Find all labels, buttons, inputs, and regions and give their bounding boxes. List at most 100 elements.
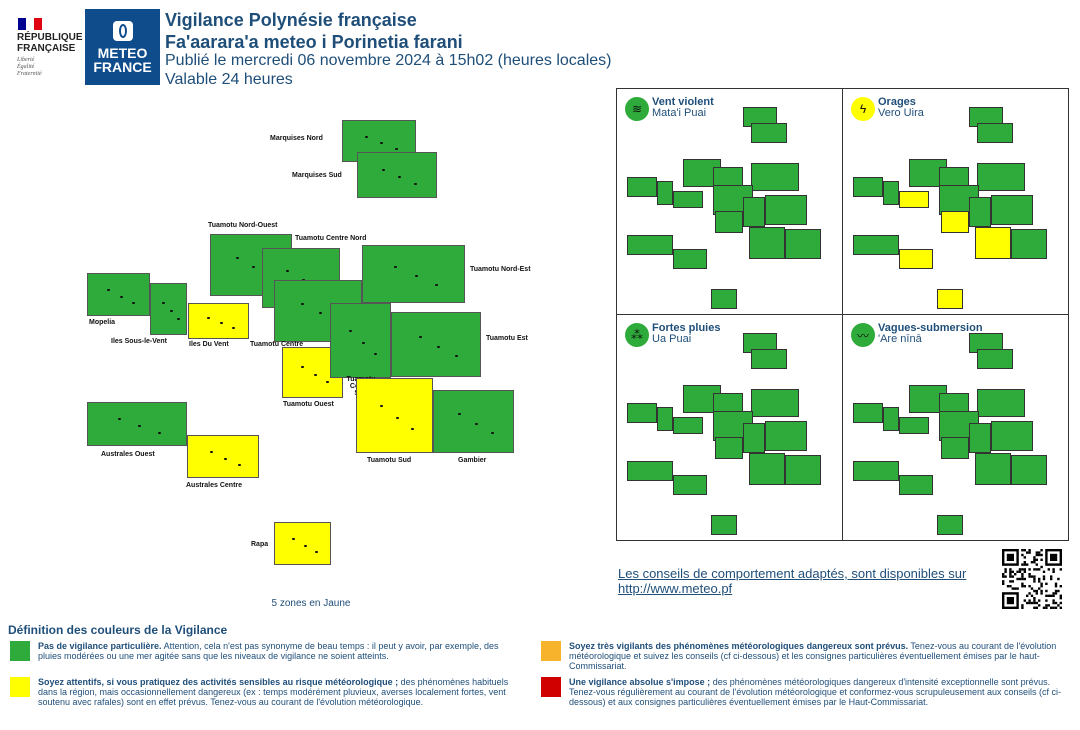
lightning-icon: ϟ <box>851 97 875 121</box>
mini-zone-australes-centre <box>673 249 707 269</box>
mini-zone-tuamotu-ouest <box>715 211 743 233</box>
panel-orages[interactable]: ϟ Orages Vero Uira <box>843 89 1069 315</box>
mini-zone-tuamotu-nord-est <box>751 389 799 417</box>
island-icon <box>209 451 213 454</box>
zone-label-tuamotu-ouest: Tuamotu Ouest <box>283 401 334 408</box>
mini-zone-tuamotu-centre-sud <box>743 197 765 227</box>
zone-iles-du-vent[interactable] <box>188 303 249 339</box>
mini-zone-rapa <box>711 515 737 535</box>
island-icon <box>373 352 377 355</box>
vigilance-map: Marquises Nord Marquises Sud Tuamotu Nord-… <box>0 0 600 620</box>
zone-tuamotu-centre-sud[interactable] <box>330 303 391 378</box>
mini-zone-marquises-sud <box>977 349 1013 369</box>
island-icon <box>176 317 180 320</box>
island-icon <box>169 310 173 312</box>
island-icon <box>235 256 239 259</box>
island-icon <box>394 148 398 151</box>
island-icon <box>162 302 166 305</box>
legend-heading: Pas de vigilance particulière. <box>38 641 162 651</box>
mini-zone-tuamotu-sud <box>975 227 1011 259</box>
panel-subtitle: Mata'i Puai <box>652 107 707 119</box>
island-icon <box>118 418 121 421</box>
mini-zone-tuamotu-est <box>991 195 1033 225</box>
island-icon <box>303 544 307 547</box>
island-icon <box>380 142 383 144</box>
island-icon <box>414 275 418 277</box>
mini-zone-gambier <box>785 229 821 259</box>
zone-label-tuamotu-centre: Tuamotu Centre <box>250 341 304 348</box>
panel-pluies[interactable]: ⁂ Fortes pluies Ua Puai <box>617 315 843 541</box>
zone-australes-ouest[interactable] <box>87 402 187 446</box>
mini-zone-iles-du-vent <box>673 191 703 208</box>
zone-label-tuamotu-nord-est: Tuamotu Nord-Est <box>470 266 531 273</box>
island-icon <box>325 381 329 384</box>
panel-title: Fortes pluies <box>652 322 721 334</box>
zone-label-australes-ouest: Australes Ouest <box>101 451 155 458</box>
island-icon <box>292 538 296 541</box>
island-icon <box>410 427 414 430</box>
island-icon <box>207 316 211 319</box>
zones-summary: 5 zones en Jaune <box>271 598 351 609</box>
zone-label-mopelia: Mopelia <box>89 319 116 326</box>
mf-name-1: METEO <box>97 45 148 61</box>
island-icon <box>314 550 318 553</box>
legend-red: Une vigilance absolue s'impose ; des phé… <box>541 677 1066 707</box>
panel-vagues[interactable]: 〰 Vagues-submersion 'Are nīnā <box>843 315 1069 541</box>
mini-zone-tuamotu-nord-est <box>977 163 1025 191</box>
qr-code-icon[interactable] <box>1002 549 1062 609</box>
island-icon <box>398 176 401 178</box>
mini-zone-marquises-sud <box>977 123 1013 143</box>
mini-zone-tuamotu-sud <box>749 227 785 259</box>
legend-heading: Soyez attentifs, si vous pratiquez des a… <box>38 677 399 687</box>
island-icon <box>474 422 478 425</box>
zone-rapa[interactable] <box>274 522 331 565</box>
island-icon <box>437 345 440 348</box>
mini-zone-australes-centre <box>899 249 933 269</box>
island-icon <box>395 416 399 419</box>
zone-label-tuamotu-centre-nord: Tuamotu Centre Nord <box>295 235 367 242</box>
legend-swatch-red <box>541 677 561 697</box>
zone-iles-sous-le-vent[interactable] <box>150 283 187 335</box>
legend-yellow: Soyez attentifs, si vous pratiquez des a… <box>10 677 520 707</box>
island-icon <box>419 335 422 338</box>
rf-motto: Liberté Égalité Fraternité <box>17 57 42 77</box>
zone-tuamotu-nord-est[interactable] <box>362 245 465 303</box>
zone-tuamotu-sud[interactable] <box>356 378 433 453</box>
zone-tuamotu-est[interactable] <box>391 312 481 377</box>
zone-marquises-sud[interactable] <box>357 152 437 198</box>
mini-zone-mopelia <box>853 403 883 423</box>
island-icon <box>380 405 384 408</box>
rf-name: RÉPUBLIQUE FRANÇAISE <box>17 32 83 54</box>
mini-zone-tuamotu-est <box>765 195 807 225</box>
conseils-link[interactable]: Les conseils de comportement adaptés, so… <box>618 566 967 596</box>
island-icon <box>414 182 417 185</box>
mini-zone-iles-du-vent <box>899 191 929 208</box>
page-title: Vigilance Polynésie française <box>165 10 417 30</box>
zone-label-gambier: Gambier <box>458 457 487 464</box>
legend-heading: Soyez très vigilants des phénomènes mété… <box>569 641 909 651</box>
island-icon <box>393 266 397 269</box>
zone-label-iles-du-vent: Iles Du Vent <box>189 341 229 348</box>
zone-mopelia[interactable] <box>87 273 150 316</box>
island-icon <box>106 289 110 292</box>
mini-zone-iles-du-vent <box>899 417 929 434</box>
island-icon <box>219 322 223 324</box>
island-icon <box>158 431 161 434</box>
island-icon <box>361 341 365 344</box>
mini-zone-tuamotu-centre-sud <box>969 197 991 227</box>
island-icon <box>435 283 439 286</box>
mini-zone-tuamotu-est <box>765 421 807 451</box>
zone-australes-centre[interactable] <box>187 435 259 478</box>
mini-zone-australes-ouest <box>853 235 899 255</box>
mini-zone-rapa <box>937 515 963 535</box>
legend-text: des phénomènes habituels dans la région,… <box>38 677 509 707</box>
legend-swatch-orange <box>541 641 561 661</box>
zone-gambier[interactable] <box>433 390 514 453</box>
legend-swatch-yellow <box>10 677 30 697</box>
zone-label-rapa: Rapa <box>251 541 269 548</box>
mini-zone-marquises-sud <box>751 123 787 143</box>
republique-francaise-logo: RÉPUBLIQUE FRANÇAISE Liberté Égalité Fra… <box>14 14 83 82</box>
panel-vent[interactable]: ≋ Vent violent Mata'i Puai <box>617 89 843 315</box>
wind-icon: ≋ <box>625 97 649 121</box>
mini-zone-tuamotu-sud <box>749 453 785 485</box>
